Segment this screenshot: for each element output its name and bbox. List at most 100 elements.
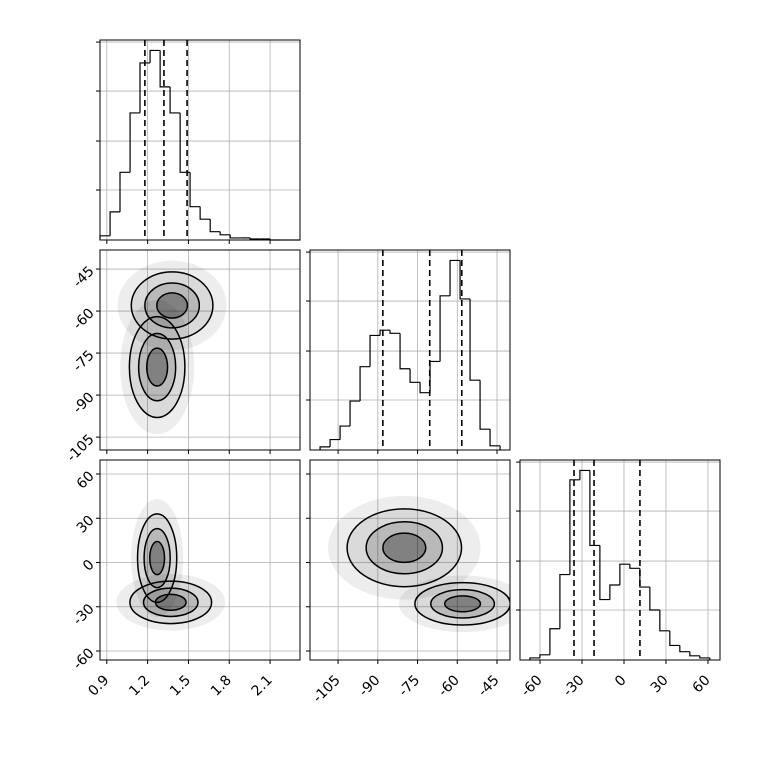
histogram-bin [229, 234, 241, 239]
density-contour [156, 292, 189, 319]
panel-frame [99, 39, 301, 241]
histogram-bin [209, 219, 221, 233]
density-contour [149, 540, 166, 576]
density-contour [443, 595, 482, 613]
x-tick-label: 0.9 [85, 672, 112, 699]
y-tick-label: -105 [64, 431, 98, 465]
density-contour [142, 587, 199, 618]
histogram-bin [449, 259, 461, 296]
x-tick-label: -75 [396, 672, 423, 699]
y-tick-label: -60 [70, 305, 97, 332]
histogram-bin [319, 446, 331, 450]
density-contour [382, 532, 427, 564]
histogram-bin [399, 333, 411, 370]
x-tick-label: 0 [612, 672, 630, 690]
histogram-bin [149, 49, 161, 63]
histogram-bin [129, 112, 140, 173]
histogram-bin [329, 438, 341, 447]
histogram-bin [119, 171, 131, 212]
histogram-bin [479, 380, 491, 430]
histogram-bin [569, 479, 580, 575]
x-tick-label: -45 [475, 672, 502, 699]
density-contour [128, 315, 186, 419]
histogram-bin [599, 545, 610, 601]
density-contour [143, 527, 171, 589]
histogram-bin [139, 62, 151, 113]
x-tick-label: 1.8 [208, 672, 235, 699]
x-tick-label: 1.5 [167, 672, 194, 699]
histogram-bin [589, 470, 600, 547]
histogram-bin [199, 206, 211, 220]
histogram-bin [459, 260, 471, 300]
histogram-bin [559, 573, 570, 629]
histogram-bin [679, 645, 690, 653]
panel-frame [519, 459, 721, 661]
x-tick-label: 60 [690, 672, 714, 696]
histogram-bin [349, 400, 361, 427]
y-tick-label: -60 [70, 645, 97, 672]
density-contour [365, 521, 444, 575]
density-contour [328, 495, 481, 600]
histogram-bin [219, 231, 231, 236]
histogram-bin [389, 330, 401, 334]
panel-frame [99, 459, 301, 661]
density-contour [430, 588, 496, 619]
density-contour [129, 580, 213, 625]
panel-frame [309, 249, 511, 451]
y-tick-label: 60 [74, 468, 98, 492]
histogram-bin [699, 655, 710, 659]
x-tick-label: -60 [435, 672, 462, 699]
histogram-bin [99, 235, 111, 240]
y-tick-label: -30 [70, 601, 97, 628]
histogram-bin [339, 425, 351, 440]
histogram-bin [109, 211, 120, 236]
density-contour [136, 513, 178, 604]
density-contour [414, 581, 510, 626]
y-tick-label: 0 [80, 557, 98, 575]
x-tick-label: 30 [648, 672, 672, 696]
histogram-bin [189, 172, 201, 208]
histogram-bin [619, 563, 630, 585]
y-tick-label: -90 [70, 389, 97, 416]
histogram-bin [579, 469, 590, 480]
histogram-bin [529, 657, 540, 660]
histogram-bin [429, 360, 441, 393]
density-contour [346, 508, 463, 588]
histogram-bin [159, 50, 171, 88]
histogram-bin [379, 329, 391, 336]
histogram-bin [629, 564, 640, 569]
histogram-bin [439, 295, 451, 362]
histogram-bin [609, 584, 620, 600]
histogram-bin [359, 366, 371, 402]
x-tick-label: -90 [356, 672, 383, 699]
density-contour [120, 299, 195, 435]
y-tick-label: 30 [74, 513, 98, 537]
histogram-bin [409, 368, 421, 383]
density-contour [137, 332, 177, 402]
panel-frame [309, 459, 511, 661]
histogram-bin [249, 237, 261, 240]
histogram-bin [669, 630, 680, 647]
histogram-bin [649, 587, 660, 611]
histogram-bin [549, 628, 560, 655]
histogram-bin [659, 610, 670, 632]
x-tick-label: -30 [560, 672, 587, 699]
density-contour [117, 260, 227, 351]
histogram-bin [369, 334, 381, 367]
histogram-bin [169, 86, 181, 114]
density-contour [145, 347, 169, 387]
histogram-bin [689, 651, 700, 657]
density-contour [154, 593, 187, 612]
histogram-bin [419, 382, 431, 394]
x-tick-label: 2.1 [249, 672, 276, 699]
x-tick-label: 1.2 [126, 672, 153, 699]
panel-frame [99, 249, 301, 451]
density-contour [144, 282, 201, 329]
y-tick-label: -45 [70, 263, 97, 290]
histogram-bin [489, 429, 501, 447]
x-tick-label: -60 [518, 672, 545, 699]
histogram-bin [539, 654, 550, 658]
histogram-bin [469, 298, 481, 381]
x-tick-label: -105 [310, 672, 344, 706]
